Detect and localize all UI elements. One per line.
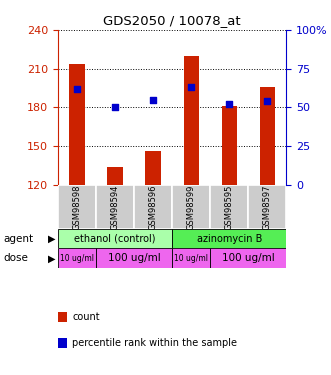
Text: GSM98598: GSM98598: [72, 184, 81, 230]
Text: 10 ug/ml: 10 ug/ml: [60, 254, 94, 263]
Text: ▶: ▶: [48, 234, 55, 244]
Bar: [134, 185, 172, 229]
Text: GSM98599: GSM98599: [187, 184, 196, 230]
Bar: [58, 249, 96, 268]
Bar: [145, 152, 161, 185]
Bar: [221, 106, 237, 185]
Bar: [96, 185, 134, 229]
Bar: [58, 185, 96, 229]
Text: GSM98597: GSM98597: [263, 184, 272, 230]
Point: [188, 84, 194, 90]
Bar: [210, 249, 286, 268]
Text: 100 ug/ml: 100 ug/ml: [108, 253, 161, 263]
Point: [150, 97, 156, 103]
Point: [112, 105, 118, 111]
Text: 10 ug/ml: 10 ug/ml: [174, 254, 208, 263]
Title: GDS2050 / 10078_at: GDS2050 / 10078_at: [103, 15, 241, 27]
Bar: [172, 249, 210, 268]
Text: ethanol (control): ethanol (control): [74, 234, 156, 244]
Text: percentile rank within the sample: percentile rank within the sample: [72, 338, 237, 348]
Bar: [58, 229, 172, 249]
Text: GSM98595: GSM98595: [225, 184, 234, 230]
Bar: [183, 56, 199, 185]
Text: count: count: [72, 312, 100, 322]
Point: [74, 86, 79, 92]
Bar: [96, 249, 172, 268]
Bar: [260, 87, 275, 185]
Text: GSM98596: GSM98596: [149, 184, 158, 230]
Text: agent: agent: [3, 234, 33, 244]
Text: 100 ug/ml: 100 ug/ml: [222, 253, 275, 263]
Bar: [70, 64, 85, 185]
Bar: [107, 167, 122, 185]
Text: dose: dose: [3, 253, 28, 263]
Point: [226, 101, 232, 107]
Text: ▶: ▶: [48, 253, 55, 263]
Bar: [248, 185, 286, 229]
Point: [264, 98, 270, 104]
Bar: [172, 229, 286, 249]
Bar: [210, 185, 248, 229]
Bar: [172, 185, 210, 229]
Text: azinomycin B: azinomycin B: [197, 234, 262, 244]
Text: GSM98594: GSM98594: [111, 184, 119, 230]
